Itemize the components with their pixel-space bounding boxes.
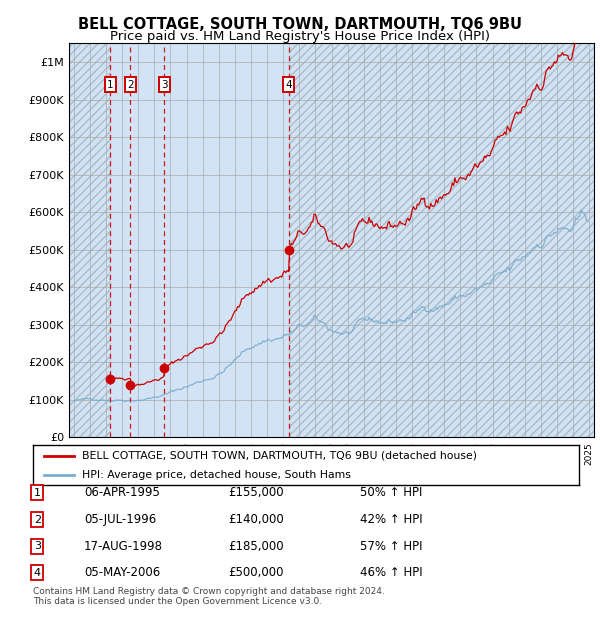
Text: 1: 1: [34, 488, 41, 498]
Text: Price paid vs. HM Land Registry's House Price Index (HPI): Price paid vs. HM Land Registry's House …: [110, 30, 490, 43]
Text: Contains HM Land Registry data © Crown copyright and database right 2024.
This d: Contains HM Land Registry data © Crown c…: [33, 587, 385, 606]
Text: 17-AUG-1998: 17-AUG-1998: [84, 540, 163, 552]
Bar: [69, 43, 110, 437]
Text: 42% ↑ HPI: 42% ↑ HPI: [360, 513, 422, 526]
Text: 4: 4: [286, 80, 292, 90]
Text: 2: 2: [127, 80, 134, 90]
Text: 05-MAY-2006: 05-MAY-2006: [84, 567, 160, 579]
Bar: [110, 43, 289, 437]
Text: £185,000: £185,000: [228, 540, 284, 552]
Text: 57% ↑ HPI: 57% ↑ HPI: [360, 540, 422, 552]
Text: 05-JUL-1996: 05-JUL-1996: [84, 513, 156, 526]
Text: 3: 3: [161, 80, 168, 90]
Text: 2: 2: [34, 515, 41, 525]
Text: BELL COTTAGE, SOUTH TOWN, DARTMOUTH, TQ6 9BU: BELL COTTAGE, SOUTH TOWN, DARTMOUTH, TQ6…: [78, 17, 522, 32]
Text: 50% ↑ HPI: 50% ↑ HPI: [360, 487, 422, 499]
Text: 1: 1: [107, 80, 114, 90]
Text: £500,000: £500,000: [228, 567, 284, 579]
Text: £140,000: £140,000: [228, 513, 284, 526]
Text: 4: 4: [34, 568, 41, 578]
Text: 3: 3: [34, 541, 41, 551]
Text: HPI: Average price, detached house, South Hams: HPI: Average price, detached house, Sout…: [82, 470, 351, 480]
Text: 46% ↑ HPI: 46% ↑ HPI: [360, 567, 422, 579]
Text: 06-APR-1995: 06-APR-1995: [84, 487, 160, 499]
Text: £155,000: £155,000: [228, 487, 284, 499]
Text: BELL COTTAGE, SOUTH TOWN, DARTMOUTH, TQ6 9BU (detached house): BELL COTTAGE, SOUTH TOWN, DARTMOUTH, TQ6…: [82, 451, 477, 461]
Bar: [289, 43, 594, 437]
